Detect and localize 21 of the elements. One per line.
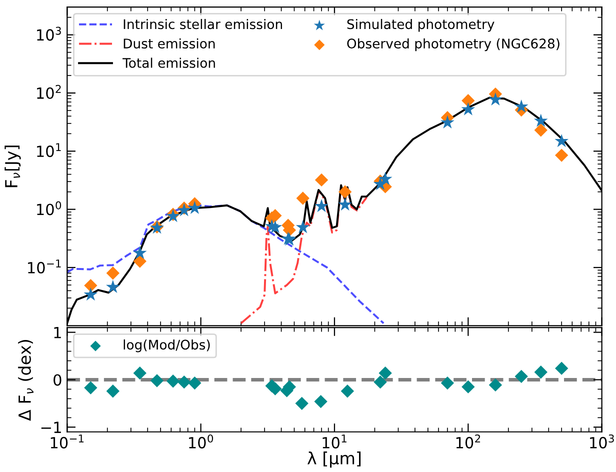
y-tick-label: −1: [41, 422, 61, 433]
y-axis-title: Δ F$_{ν}$ (dex): [18, 340, 34, 421]
x-tick-label: 10$^{1}$: [322, 434, 346, 448]
y-axis-title: F$_{ν}$[Jy]: [4, 146, 21, 188]
y-tick-label: 10$^{2}$: [37, 84, 61, 99]
x-tick-label: 10$^{3}$: [590, 434, 614, 448]
legend-label: Observed photometry (NGC628): [347, 38, 560, 52]
y-tick-label: 0: [54, 374, 62, 386]
x-tick-label: 10$^{0}$: [189, 434, 214, 448]
x-tick-label: 10$^{2}$: [456, 434, 480, 448]
y-tick-label: 1: [54, 326, 61, 338]
y-tick-label: 10$^{−1}$: [28, 260, 61, 274]
legend-label: Total emission: [122, 58, 215, 68]
x-axis-title: λ [μm]: [307, 452, 361, 468]
legend-label: Intrinsic stellar emission: [124, 18, 282, 30]
legend-label: Simulated photometry: [347, 18, 494, 32]
y-tick-label: 10$^{0}$: [37, 201, 62, 216]
y-tick-label: 10$^{3}$: [37, 26, 61, 41]
legend-label: log(Mod/Obs): [124, 339, 210, 352]
y-tick-label: 10$^{1}$: [37, 143, 61, 158]
legend-label: Dust emission: [124, 38, 215, 49]
